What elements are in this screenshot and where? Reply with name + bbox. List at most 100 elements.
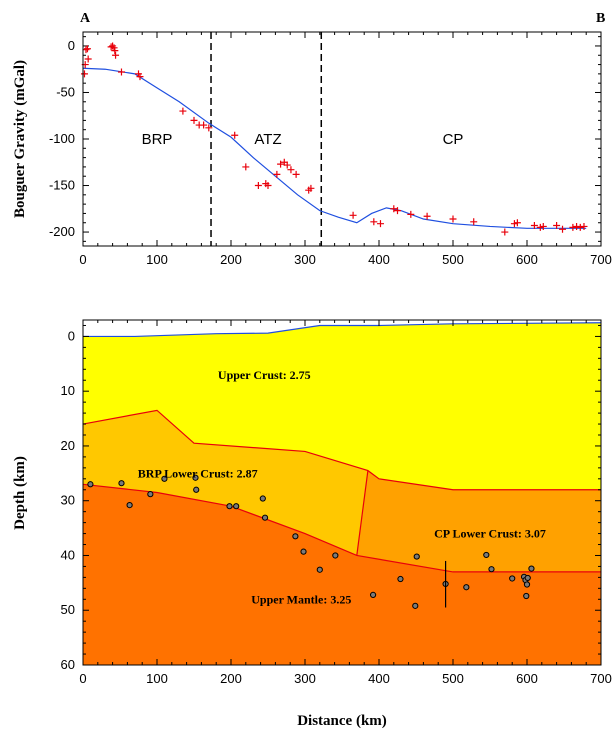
station-point — [233, 503, 240, 510]
observed-gravity-point — [80, 70, 88, 78]
station-point — [126, 501, 133, 509]
depth-y-tick-label: 30 — [61, 493, 75, 508]
terrane-boundary-interface — [356, 470, 369, 556]
observed-gravity-point — [82, 46, 90, 54]
station-point — [300, 548, 307, 555]
station-point — [523, 592, 530, 600]
station-point — [292, 533, 299, 540]
depth-y-tick-label: 50 — [61, 602, 75, 617]
station-point — [413, 553, 420, 560]
model-plot-border — [82, 319, 602, 666]
distance-x-tick-label: 300 — [294, 671, 316, 686]
region-label: CP — [443, 131, 464, 148]
layer-label: Upper Mantle: 3.25 — [251, 592, 351, 606]
corner-label-a: A — [80, 11, 91, 26]
observed-gravity-point — [573, 222, 581, 230]
station-point — [259, 495, 266, 502]
gravity-profile-panel: 0 100 200 300 400 500 600 700 0 -50 -100 -150 -200 B… — [12, 11, 612, 267]
brp-lower-crust-layer — [83, 410, 379, 556]
moho-line — [82, 483, 601, 573]
observed-gravity-point — [190, 116, 198, 124]
observed-gravity-point — [407, 210, 415, 218]
region-label: ATZ — [254, 131, 281, 148]
gravity-y-axis-title: Bouguer Gravity (mGal) — [12, 60, 28, 218]
observed-gravity-point — [254, 182, 262, 190]
station-point — [488, 566, 495, 573]
gravity-plot-border — [82, 31, 602, 247]
depth-y-tick-label: 10 — [61, 383, 75, 398]
distance-x-axis-title: Distance (km) — [297, 713, 387, 729]
observed-gravity-point — [349, 211, 357, 219]
observed-gravity-point — [510, 220, 518, 228]
gravity-ticks: 0 100 200 300 400 500 600 700 0 -50 -100 -150 -200 — [49, 32, 612, 267]
station-point — [463, 584, 470, 591]
gravity-x-tick-label: 500 — [442, 252, 464, 267]
observed-gravity-point — [264, 182, 272, 190]
depth-y-tick-label: 20 — [61, 438, 75, 453]
distance-x-tick-label: 200 — [220, 671, 242, 686]
upper-crust-layer — [83, 322, 601, 490]
distance-x-tick-label: 700 — [590, 671, 612, 686]
receiver-function-stations — [87, 474, 535, 609]
gravity-y-tick-label: -200 — [49, 224, 75, 239]
station-point — [316, 566, 323, 573]
observed-gravity-point — [370, 218, 378, 226]
station-point — [397, 575, 404, 583]
station-point — [193, 486, 200, 493]
gravity-y-tick-label: -100 — [49, 131, 75, 146]
station-point — [226, 503, 233, 510]
terrane-boundaries — [210, 32, 323, 246]
cp-lower-crust-layer — [356, 470, 601, 572]
station-point — [332, 552, 339, 559]
observed-gravity-point — [242, 163, 250, 171]
observed-gravity-point — [449, 215, 457, 223]
gravity-y-tick-label: -50 — [56, 84, 75, 99]
depth-y-axis-title: Depth (km) — [12, 456, 28, 530]
observed-gravity-point — [553, 222, 561, 230]
station-point — [528, 565, 535, 572]
observed-gravity-point — [559, 225, 567, 233]
observed-gravity-point — [179, 107, 187, 115]
observed-gravity-point — [205, 124, 213, 132]
observed-gravity-point — [111, 47, 119, 55]
observed-gravity-point — [231, 131, 239, 139]
region-label: BRP — [142, 131, 173, 148]
gravity-y-tick-label: 0 — [68, 38, 75, 53]
depth-y-tick-label: 60 — [61, 657, 75, 672]
observed-gravity-point — [394, 207, 401, 215]
observed-gravity-point — [376, 220, 384, 228]
distance-x-tick-label: 400 — [368, 671, 390, 686]
crustal-model-panel: Upper Crust: 2.75 BRP Lower Crust: 2.87 CP… — [12, 319, 612, 729]
observed-gravity-point — [84, 55, 92, 63]
observed-gravity-point — [107, 43, 115, 51]
observed-gravity-point — [423, 212, 431, 220]
observed-gravity-point — [273, 170, 281, 178]
gravity-plot-frame — [83, 32, 601, 246]
calculated-gravity-curve — [82, 67, 587, 229]
observed-gravity-point — [200, 121, 208, 129]
topography-line — [83, 322, 602, 338]
observed-gravity-point — [530, 222, 538, 230]
station-point — [509, 575, 516, 582]
observed-gravity-point — [390, 205, 398, 213]
station-point — [524, 574, 531, 582]
corner-label-b: B — [596, 11, 605, 26]
air-region — [83, 320, 601, 337]
distance-x-tick-label: 600 — [516, 671, 538, 686]
gravity-x-tick-label: 100 — [146, 252, 168, 267]
depth-ticks: 0 100 200 300 400 500 600 700 0 10 20 30 40 50 60 — [61, 320, 612, 686]
station-point — [192, 474, 199, 481]
observed-gravity-point — [287, 166, 295, 174]
observed-gravity-point — [292, 170, 300, 178]
gravity-y-tick-label: -150 — [49, 178, 75, 193]
gravity-x-tick-label: 300 — [294, 252, 316, 267]
observed-gravity-point — [536, 223, 544, 231]
observed-gravity-point — [580, 222, 588, 230]
observed-gravity-point — [307, 184, 315, 192]
layer-label: Upper Crust: 2.75 — [218, 368, 311, 382]
layer-label: CP Lower Crust: 3.07 — [434, 527, 546, 541]
upper-mantle-layer — [83, 484, 601, 665]
observed-gravity-point — [136, 73, 144, 81]
station-point — [523, 581, 531, 588]
